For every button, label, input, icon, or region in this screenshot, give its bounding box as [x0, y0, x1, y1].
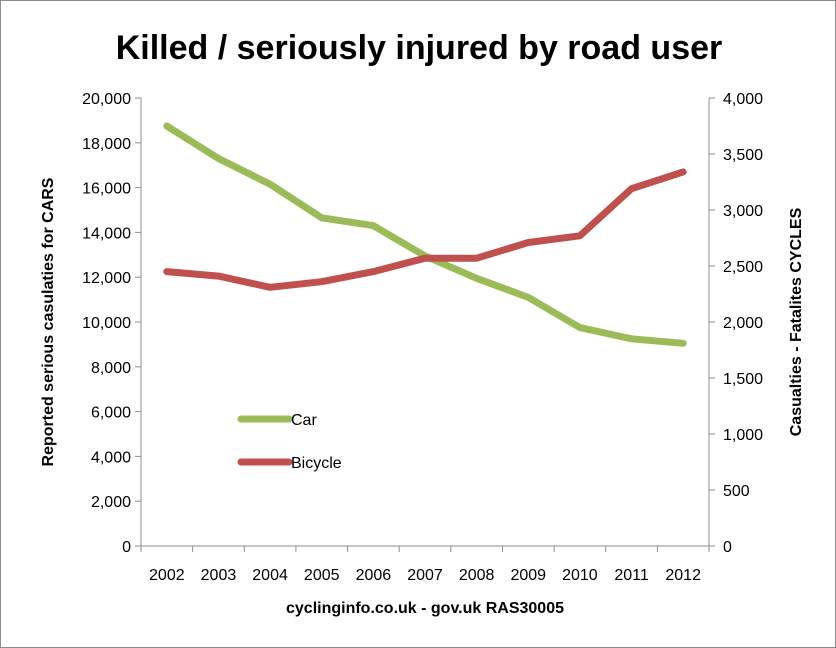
left-tick-label: 2,000 [91, 494, 131, 511]
x-tick-label: 2006 [356, 567, 392, 584]
left-tick-label: 12,000 [82, 270, 131, 287]
legend-label-car: Car [291, 412, 317, 429]
left-tick-label: 10,000 [82, 315, 131, 332]
left-tick-label: 4,000 [91, 449, 131, 466]
right-axis-title: Casualties - Fatalites CYCLES [788, 207, 805, 436]
series-layer [163, 122, 687, 347]
left-tick-label: 0 [122, 539, 131, 556]
x-tick-label: 2007 [407, 567, 443, 584]
left-tick-label: 14,000 [82, 225, 131, 242]
x-tick-label: 2002 [149, 567, 185, 584]
left-tick-label: 20,000 [82, 91, 131, 108]
x-tick-label: 2012 [665, 567, 701, 584]
right-tick-label: 2,000 [723, 315, 763, 332]
x-tick-label: 2011 [614, 567, 649, 584]
x-tick-label: 2005 [304, 567, 340, 584]
x-axis-ticks: 2002 2003 2004 2005 2006 2007 2008 2009 2010 2011… [140, 546, 710, 584]
right-tick-label: 0 [723, 539, 732, 556]
right-tick-label: 1,500 [723, 371, 763, 388]
right-tick-label: 3,000 [723, 203, 763, 220]
right-axis-ticks: 0 500 1,000 1,500 2,000 2,500 3,000 3,500 4,000 [709, 91, 763, 556]
left-tick-label: 8,000 [91, 360, 131, 377]
right-tick-label: 3,500 [723, 147, 763, 164]
x-tick-label: 2004 [252, 567, 288, 584]
series-line-car [163, 122, 687, 347]
left-tick-label: 18,000 [82, 136, 131, 153]
x-tick-label: 2009 [510, 567, 546, 584]
series-line-bicycle [163, 168, 687, 291]
x-tick-label: 2003 [201, 567, 237, 584]
x-axis-title: cyclinginfo.co.uk - gov.uk RAS30005 [286, 600, 564, 617]
left-axis-ticks: 0 2,000 4,000 6,000 8,000 10,000 12,000 14,000 1… [82, 91, 141, 556]
right-tick-label: 4,000 [723, 91, 763, 108]
legend: Car Bicycle [237, 412, 342, 472]
legend-label-bicycle: Bicycle [291, 455, 342, 472]
chart-title: Killed / seriously injured by road user [116, 29, 723, 67]
right-tick-label: 2,500 [723, 259, 763, 276]
x-tick-label: 2010 [562, 567, 598, 584]
right-tick-label: 500 [723, 483, 750, 500]
left-tick-label: 16,000 [82, 181, 131, 198]
left-axis-title: Reported serious casulaties for CARS [40, 177, 57, 466]
x-tick-label: 2008 [459, 567, 495, 584]
left-tick-label: 6,000 [91, 405, 131, 422]
right-tick-label: 1,000 [723, 427, 763, 444]
